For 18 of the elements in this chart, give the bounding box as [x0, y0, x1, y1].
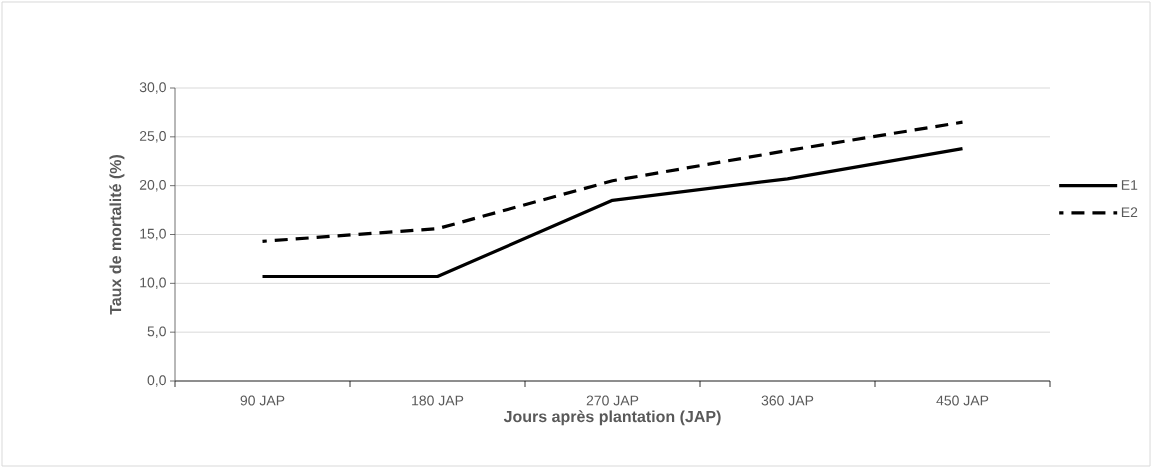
y-axis-title: Taux de mortalité (%): [109, 155, 125, 315]
y-tick-label: 30,0: [139, 82, 166, 94]
legend-label: E1: [1121, 180, 1138, 190]
legend-label: E2: [1121, 207, 1138, 218]
x-tick-label: 360 JAP: [761, 395, 814, 406]
x-tick-label: 90 JAP: [240, 395, 285, 406]
line-series: [260, 120, 965, 243]
y-tick-label: 25,0: [139, 131, 166, 143]
line-series: [260, 146, 965, 279]
y-tick-label: 20,0: [139, 179, 166, 192]
x-axis-title: Jours après plantation (JAP): [503, 410, 721, 426]
y-tick-label: 5,0: [147, 326, 166, 338]
y-tick-label: 15,0: [140, 228, 166, 241]
y-tick-label: 10,0: [140, 277, 166, 290]
x-tick-label: 270 JAP: [586, 395, 639, 406]
x-tick-label: 180 JAP: [412, 395, 464, 406]
y-tick-label: 0,0: [147, 375, 166, 387]
x-tick-label: 450 JAP: [936, 395, 989, 406]
